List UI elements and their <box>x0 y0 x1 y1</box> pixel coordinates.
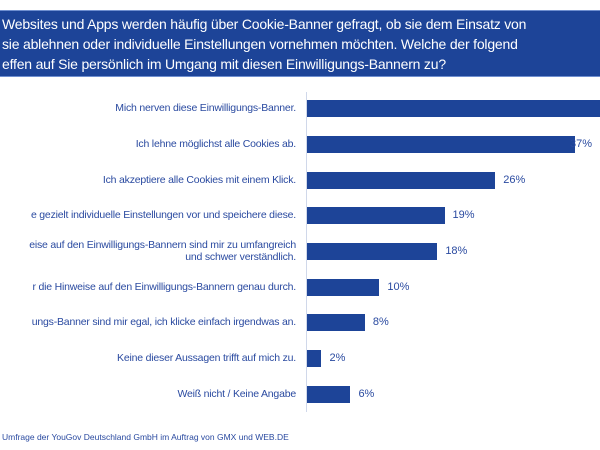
title-line: effen auf Sie persönlich im Umgang mit d… <box>2 56 446 72</box>
category-label: eise auf den Einwilligungs-Bannern sind … <box>29 239 296 263</box>
bar <box>307 242 438 260</box>
bar <box>307 349 322 367</box>
value-label: 19% <box>452 209 475 221</box>
value-label: 2% <box>329 352 346 364</box>
y-axis-line <box>306 92 307 412</box>
category-label: Weiß nicht / Keine Angabe <box>177 388 296 400</box>
category-label: Keine dieser Aussagen trifft auf mich zu… <box>117 352 296 364</box>
bar <box>307 135 575 153</box>
category-label: r die Hinweise auf den Einwilligungs-Ban… <box>32 281 296 293</box>
category-label: Mich nerven diese Einwilligungs-Banner. <box>115 102 296 114</box>
value-label: 37% <box>570 138 593 150</box>
category-label: e gezielt individuelle Einstellungen vor… <box>30 209 296 221</box>
category-label: Ich lehne möglichst alle Cookies ab. <box>135 138 297 150</box>
value-label: 10% <box>387 281 410 293</box>
bar <box>307 171 496 189</box>
bar <box>307 278 380 296</box>
bar <box>307 385 351 403</box>
bar <box>307 99 600 117</box>
value-label: 6% <box>358 388 375 400</box>
value-label: 26% <box>503 174 526 186</box>
source-note: Umfrage der YouGov Deutschland GmbH im A… <box>2 432 289 442</box>
value-label: 18% <box>445 245 468 257</box>
title-line: sie ablehnen oder individuelle Einstellu… <box>2 36 518 52</box>
value-label: 8% <box>372 316 389 328</box>
chart-title: Websites und Apps werden häufig über Coo… <box>0 10 600 77</box>
title-line: Websites und Apps werden häufig über Coo… <box>2 16 527 32</box>
category-label: Ich akzeptiere alle Cookies mit einem Kl… <box>102 174 296 186</box>
category-label: ungs-Banner sind mir egal, ich klicke ei… <box>31 316 296 328</box>
bar <box>307 206 445 224</box>
bar <box>307 313 365 331</box>
